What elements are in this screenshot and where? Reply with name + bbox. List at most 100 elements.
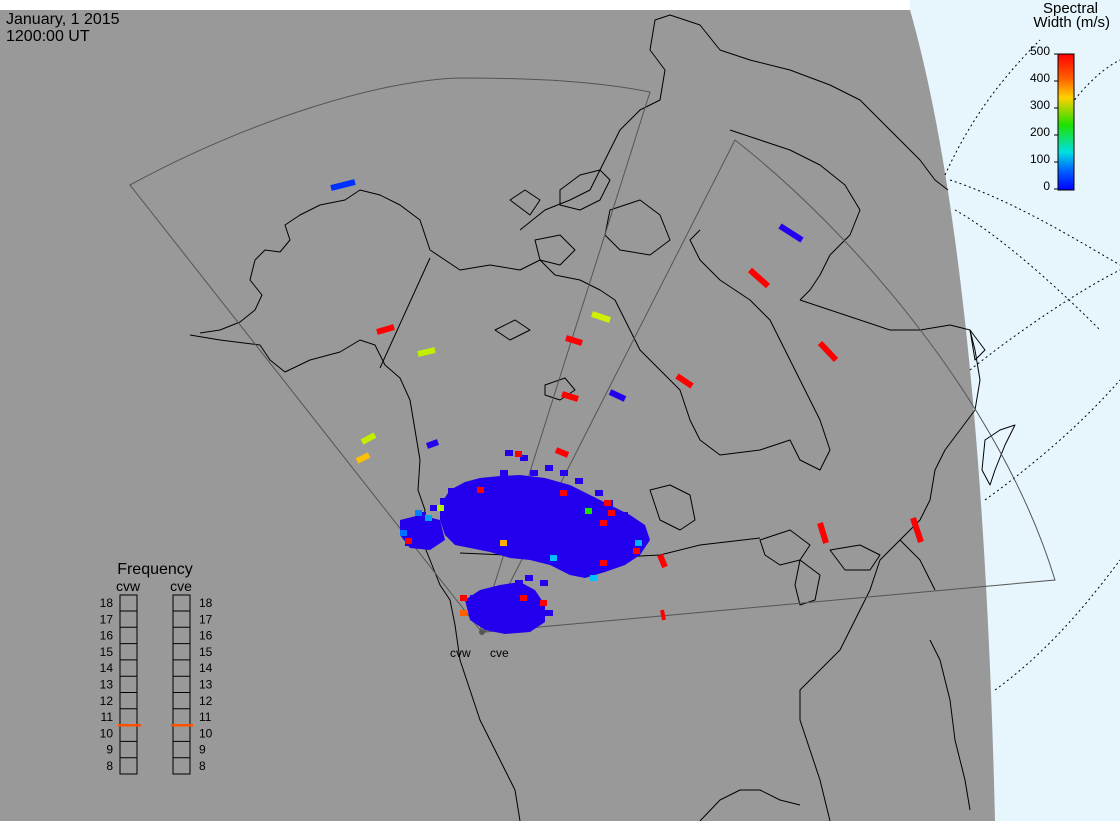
scatter-cell: [600, 560, 607, 566]
night-shade: [0, 10, 995, 821]
scatter-cell: [430, 505, 438, 511]
scatter-cell: [405, 538, 412, 544]
scatter-cell: [675, 373, 694, 389]
scatter-cell: [417, 347, 436, 357]
scatter-cell: [620, 512, 628, 518]
radar-sites: cvw cve: [450, 629, 509, 660]
scatter-cell: [500, 620, 508, 626]
scatter-cell: [575, 478, 583, 484]
scatter-cell: [778, 223, 804, 243]
colorbar-title-line2: Width (m/s): [1033, 14, 1110, 31]
scatter-cell: [595, 490, 603, 496]
scatter-cell: [355, 452, 371, 464]
colorbar-tick-label: 500: [1030, 44, 1050, 58]
frequency-title: Frequency: [117, 561, 193, 578]
frequency-tick-left: 15: [100, 645, 114, 659]
frequency-panel: Frequency cvw cve 18 18 17 17 16 16 15 15 14 14 13…: [100, 561, 213, 775]
colorbar-tick-label: 400: [1030, 71, 1050, 85]
frequency-tick-right: 14: [199, 661, 213, 675]
frequency-tick-right: 11: [199, 710, 212, 724]
scatter-cell: [565, 335, 583, 346]
frequency-tick-right: 9: [199, 743, 206, 757]
scatter-cell: [633, 548, 640, 554]
scatter-cell: [530, 470, 538, 476]
frequency-tick-right: 12: [199, 694, 213, 708]
colorbar-scale: [1057, 53, 1075, 191]
scatter-cell: [460, 610, 467, 616]
frequency-tick-right: 18: [199, 596, 213, 610]
scatter-cell: [591, 311, 611, 323]
radar-label-cve: cve: [490, 646, 509, 660]
scatter-cell: [515, 580, 523, 586]
colorbar-tick-label: 0: [1043, 179, 1050, 193]
colorbar-title-line1: Spectral: [1043, 0, 1098, 17]
frequency-tick-right: 15: [199, 645, 213, 659]
scatter-cell: [657, 553, 668, 569]
scatter-cell: [560, 490, 567, 496]
scatter-cell: [400, 530, 407, 536]
scatter-cell: [540, 600, 547, 606]
scatter-cell: [561, 391, 579, 402]
scatter-cell: [550, 555, 557, 561]
frequency-tick-left: 10: [100, 726, 114, 740]
scatter-cell: [410, 530, 418, 536]
scatter-cell: [477, 487, 484, 493]
scatter-cell: [817, 340, 839, 363]
frequency-tick-right: 8: [199, 759, 206, 773]
frequency-radar-cve: cve: [170, 578, 192, 594]
scatter-cell: [545, 465, 553, 471]
scatter-cell: [460, 595, 467, 601]
radar-label-cvw: cvw: [450, 646, 471, 660]
frequency-tick-right: 16: [199, 629, 213, 643]
frequency-tick-left: 17: [100, 612, 114, 626]
scatter-cell: [415, 510, 422, 516]
radar-site-marker: [479, 629, 485, 635]
frequency-tick-left: 16: [100, 629, 114, 643]
colorbar-tick-label: 100: [1030, 152, 1050, 166]
scatter-cell: [448, 488, 456, 494]
scatter-cell: [360, 432, 377, 445]
scatter-cell: [540, 580, 548, 586]
frequency-tick-right: 13: [199, 678, 213, 692]
frequency-radar-cvw: cvw: [116, 578, 141, 594]
frequency-tick-right: 10: [199, 726, 213, 740]
scatter-cell: [425, 439, 440, 449]
scatter-cell: [748, 267, 770, 289]
scatter-cell: [608, 389, 627, 402]
scatter-cell: [590, 575, 597, 581]
colorbar-tick-label: 200: [1030, 125, 1050, 139]
scatter-cell: [604, 500, 611, 506]
frequency-tick-left: 18: [100, 596, 114, 610]
scatter-cell: [520, 595, 527, 601]
scatter-cell: [660, 609, 666, 621]
scatter-cell: [515, 451, 522, 457]
scatter-cell: [376, 324, 395, 335]
scatter-cell: [500, 540, 507, 546]
scatter-cell: [525, 575, 533, 581]
scatter-region-main: [440, 475, 650, 578]
scatter-cell: [910, 517, 924, 543]
colorbar: Spectral Width (m/s) 500 400 300 200 100 0: [1030, 0, 1110, 193]
scatter-cell: [560, 470, 568, 476]
frequency-tick-left: 9: [106, 743, 113, 757]
frequency-tick-left: 13: [100, 678, 114, 692]
frequency-tick-left: 8: [106, 759, 113, 773]
radar-fov-cvw: [129, 77, 651, 631]
frequency-tick-left: 11: [101, 710, 114, 724]
scatter-cell: [635, 525, 643, 531]
scatter-cell: [505, 450, 513, 456]
scatter-cell: [440, 498, 448, 504]
date-label: January, 1 2015: [6, 11, 120, 28]
frequency-tick-left: 14: [100, 661, 114, 675]
spectral-width-scatter: [330, 179, 924, 634]
colorbar-tick-label: 300: [1030, 98, 1050, 112]
scatter-cell: [635, 540, 642, 546]
scatter-cell: [520, 610, 528, 616]
scatter-cell: [425, 515, 432, 521]
scatter-cell: [490, 600, 498, 606]
scatter-cell: [817, 522, 829, 544]
scatter-cell: [545, 610, 553, 616]
top-strip: [0, 0, 910, 10]
radar-fov-cve: [484, 139, 1056, 633]
